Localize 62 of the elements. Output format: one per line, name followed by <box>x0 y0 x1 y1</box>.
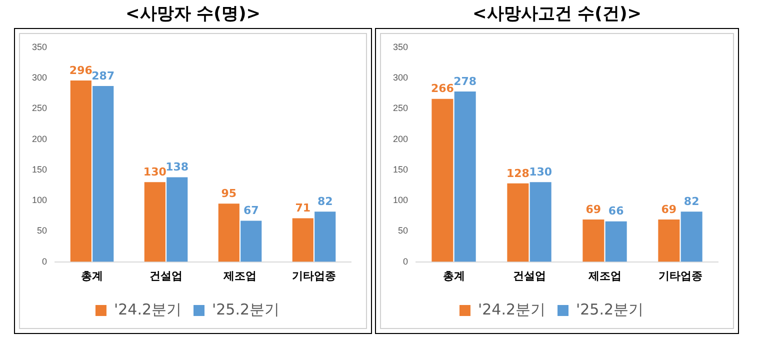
bar <box>144 182 166 262</box>
data-label: 67 <box>243 204 259 218</box>
bar <box>92 86 114 262</box>
y-tick-label: 50 <box>398 226 408 236</box>
bar <box>507 183 529 262</box>
x-tick-label: 제조업 <box>587 270 622 282</box>
bar <box>292 218 314 262</box>
data-label: 66 <box>608 204 624 218</box>
bar <box>530 182 552 262</box>
y-tick-label: 350 <box>392 42 408 52</box>
x-tick-label: 총계 <box>81 270 104 282</box>
data-label: 69 <box>661 202 677 216</box>
legend-label: '25.2분기 <box>212 300 280 318</box>
bar <box>658 220 680 262</box>
x-tick-label: 건설업 <box>512 270 546 282</box>
data-label: 287 <box>92 69 115 82</box>
x-tick-label: 제조업 <box>222 270 257 282</box>
y-tick-label: 200 <box>32 134 48 144</box>
chart-title: <사망자 수(명)> <box>124 3 262 26</box>
y-tick-label: 200 <box>392 134 408 144</box>
y-tick-label: 300 <box>32 72 48 83</box>
y-tick-label: 0 <box>403 256 408 266</box>
y-tick-label: 50 <box>37 226 48 236</box>
x-tick-label: 기타업종 <box>658 270 702 282</box>
bar <box>314 212 336 262</box>
bar <box>218 204 240 262</box>
bar <box>680 212 702 262</box>
y-tick-label: 300 <box>392 72 408 83</box>
y-tick-label: 150 <box>32 164 48 174</box>
y-tick-label: 100 <box>392 195 408 206</box>
y-tick-label: 250 <box>32 103 48 114</box>
data-label: 71 <box>295 202 311 215</box>
bar <box>582 220 604 262</box>
bar <box>240 220 262 262</box>
legend-label: '24.2분기 <box>114 300 182 318</box>
bar <box>166 177 188 262</box>
data-label: 278 <box>454 74 477 88</box>
data-label: 82 <box>317 194 333 208</box>
bar <box>605 221 627 262</box>
y-tick-label: 150 <box>392 164 408 174</box>
data-label: 128 <box>506 166 530 180</box>
y-tick-label: 250 <box>392 103 408 114</box>
data-label: 130 <box>529 166 552 179</box>
bar <box>70 80 92 262</box>
data-label: 82 <box>684 194 700 208</box>
data-label: 95 <box>221 186 237 200</box>
bar <box>432 98 454 262</box>
data-label: 296 <box>69 64 93 77</box>
data-label: 69 <box>586 202 602 216</box>
y-tick-label: 100 <box>32 195 48 206</box>
y-tick-label: 350 <box>32 42 48 52</box>
data-label: 138 <box>166 160 189 174</box>
legend-label: '24.2분기 <box>478 300 546 318</box>
chart-title: <사망사고건 수(건)> <box>472 3 642 26</box>
x-tick-label: 기타업종 <box>292 270 336 282</box>
data-label: 130 <box>143 166 167 179</box>
x-tick-label: 건설업 <box>150 270 183 282</box>
y-tick-label: 0 <box>42 256 48 266</box>
legend-label: '25.2분기 <box>576 300 644 318</box>
data-label: 266 <box>430 82 454 96</box>
x-tick-label: 총계 <box>442 270 465 282</box>
bar <box>454 92 476 262</box>
